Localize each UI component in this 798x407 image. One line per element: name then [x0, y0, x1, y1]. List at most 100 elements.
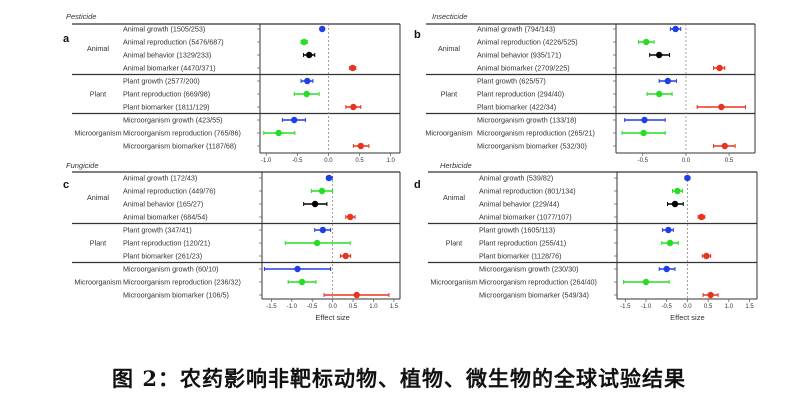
group-label: Animal: [443, 193, 465, 202]
row-label: Microorganism biomarker (532/30): [477, 142, 587, 151]
group-label: Plant: [441, 90, 457, 99]
point-estimate: [305, 51, 313, 59]
row-label: Animal reproduction (449/76): [123, 187, 216, 196]
row-label: Animal biomarker (4470/371): [123, 64, 216, 73]
effect-estimate-growth: [658, 265, 676, 273]
row-label: Animal biomarker (2709/225): [477, 64, 570, 73]
x-tick-label: 0.5: [725, 158, 734, 164]
panel-a: a Pesticide -1.0 -0.5 0.0 0.5 1.0 Animal Plant Mi…: [63, 12, 401, 164]
row-label: Microorganism reproduction (264/40): [479, 278, 597, 287]
point-estimate: [718, 103, 725, 111]
point-estimate: [311, 200, 319, 208]
effect-estimate-reproduction: [293, 90, 320, 98]
row-label: Microorganism biomarker (106/5): [123, 291, 229, 300]
row-label: Microorganism growth (230/30): [479, 265, 578, 274]
x-tick-label: 0.0: [683, 304, 692, 310]
x-tick-label: 1.5: [390, 304, 399, 310]
x-tick-label: 1.0: [725, 304, 734, 310]
x-tick-label: 0.0: [682, 158, 691, 164]
x-tick-label: 1.0: [369, 304, 378, 310]
effect-estimate-reproduction: [661, 239, 679, 247]
panel-b: b Insecticide -0.5 0.0 0.5 Animal Plant Microor…: [414, 12, 756, 164]
row-label: Animal reproduction (4226/525): [477, 38, 578, 47]
point-estimate: [664, 77, 672, 85]
x-tick-label: 0.5: [355, 158, 364, 164]
effect-estimate-growth: [281, 116, 306, 124]
x-tick-label: -1.0: [261, 158, 272, 164]
point-estimate: [319, 226, 327, 234]
effect-estimate-growth: [662, 226, 674, 234]
group-label: Microorganism: [74, 129, 121, 138]
row-label: Plant growth (347/41): [123, 226, 192, 235]
row-label: Plant reproduction (669/98): [123, 90, 210, 99]
row-label: Animal reproduction (801/134): [479, 187, 576, 196]
point-estimate: [294, 265, 301, 273]
group-label: Microorganism: [430, 278, 477, 287]
effect-estimate-growth: [684, 174, 691, 182]
x-tick-label: 1.0: [386, 158, 395, 164]
group-label: Plant: [90, 239, 106, 248]
point-estimate: [665, 226, 672, 234]
x-axis-label: Effect size: [315, 313, 349, 322]
row-label: Plant reproduction (294/40): [477, 90, 564, 99]
effect-estimate-reproduction: [621, 129, 666, 137]
x-tick-label: 0.5: [704, 304, 713, 310]
point-estimate: [303, 90, 310, 98]
x-tick-label: 0.5: [349, 304, 358, 310]
panel-letter: d: [414, 179, 421, 191]
point-estimate: [643, 38, 650, 46]
panel-letter: b: [414, 29, 421, 41]
effect-estimate-biomarker: [349, 64, 357, 72]
panel-letter: a: [63, 33, 70, 45]
row-label: Plant growth (625/57): [477, 77, 546, 86]
effect-estimate-biomarker: [345, 213, 356, 221]
row-label: Animal growth (539/82): [479, 174, 553, 183]
effect-estimate-reproduction: [284, 239, 351, 247]
effect-estimate-biomarker: [345, 103, 362, 111]
row-label: Animal behavior (165/27): [123, 200, 203, 209]
row-label: Animal growth (794/143): [477, 25, 555, 34]
group-label: Animal: [438, 44, 460, 53]
x-tick-label: -1.5: [266, 304, 277, 310]
effect-estimate-biomarker: [701, 252, 712, 260]
row-label: Microorganism reproduction (236/32): [123, 278, 241, 287]
point-estimate: [298, 278, 306, 286]
point-estimate: [703, 252, 710, 260]
panel-title: Herbicide: [440, 161, 472, 170]
row-label: Animal reproduction (5476/687): [123, 38, 224, 47]
point-estimate: [349, 64, 356, 72]
group-label: Plant: [90, 90, 106, 99]
point-estimate: [353, 291, 360, 299]
row-label: Animal behavior (1329/233): [123, 51, 211, 60]
x-tick-label: 0.0: [328, 304, 337, 310]
row-label: Plant growth (2577/200): [123, 77, 200, 86]
point-estimate: [325, 174, 333, 182]
figure-caption: 图 2：农药影响非靶标动物、植物、微生物的全球试验结果: [112, 366, 686, 391]
effect-estimate-biomarker: [339, 252, 352, 260]
point-estimate: [640, 129, 647, 137]
effect-estimate-biomarker: [323, 291, 390, 299]
effect-estimate-behavior: [649, 51, 671, 59]
point-estimate: [641, 116, 648, 124]
x-tick-label: 1.5: [745, 304, 754, 310]
effect-estimate-growth: [658, 77, 677, 85]
effect-estimate-growth: [669, 25, 682, 33]
effect-estimate-reproduction: [287, 278, 317, 286]
row-label: Plant biomarker (422/34): [477, 103, 556, 112]
point-estimate: [642, 278, 650, 286]
x-tick-label: -1.0: [287, 304, 298, 310]
row-label: Microorganism growth (423/55): [123, 116, 222, 125]
effect-estimate-reproduction: [646, 90, 673, 98]
point-estimate: [672, 25, 679, 33]
effect-estimate-reproduction: [300, 38, 308, 46]
group-label: Animal: [87, 193, 109, 202]
point-estimate: [655, 51, 663, 59]
group-label: Microorganism: [74, 278, 121, 287]
effect-estimate-behavior: [667, 200, 684, 208]
row-label: Animal growth (1505/253): [123, 25, 205, 34]
point-estimate: [663, 265, 670, 273]
point-estimate: [346, 213, 354, 221]
row-label: Microorganism reproduction (265/21): [477, 129, 595, 138]
x-tick-label: -0.5: [292, 158, 303, 164]
effect-estimate-biomarker: [352, 142, 370, 150]
